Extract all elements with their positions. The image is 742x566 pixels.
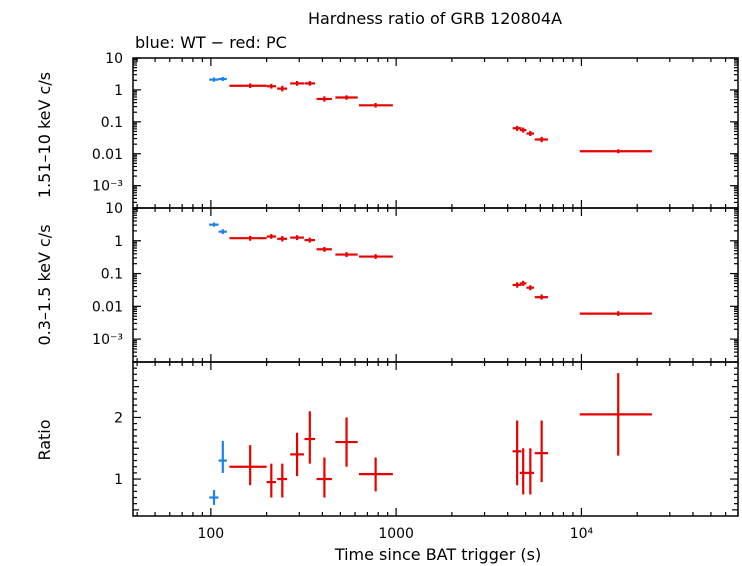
data-point <box>304 237 316 243</box>
series-wt-soft <box>209 222 227 235</box>
data-point <box>358 457 393 492</box>
data-point <box>218 76 227 82</box>
series-pc-soft <box>229 234 652 316</box>
data-point <box>519 280 527 286</box>
y-tick-label: 10⁻³ <box>92 179 123 195</box>
data-point <box>229 83 267 88</box>
y-tick-label: 1 <box>114 472 123 488</box>
data-point <box>316 96 332 102</box>
data-point <box>534 420 548 483</box>
y-axis-label-ratio: Ratio <box>35 419 54 460</box>
series-wt-ratio <box>209 440 227 505</box>
series-pc-ratio <box>229 373 652 498</box>
data-point <box>290 235 304 241</box>
data-point <box>266 83 277 89</box>
data-point <box>316 246 332 252</box>
y-tick-label: 10⁻³ <box>92 332 123 348</box>
data-point <box>229 445 267 486</box>
data-point <box>526 130 535 137</box>
y-tick-label: 0.1 <box>101 115 123 131</box>
x-axis-label: Time since BAT trigger (s) <box>334 545 541 564</box>
data-point <box>290 432 304 476</box>
y-tick-label: 0.01 <box>92 147 123 163</box>
data-point <box>335 417 358 467</box>
data-point <box>266 463 277 498</box>
data-point <box>519 448 527 495</box>
y-tick-label: 10 <box>105 201 123 217</box>
plot-layer: 10 1 0.1 0.01 10⁻³ 10 1 0.1 0.01 10⁻³ 1 2 100 1000 10⁴… <box>92 51 739 542</box>
data-point <box>512 420 522 486</box>
y-tick-label: 2 <box>114 410 123 426</box>
data-point <box>512 125 522 131</box>
data-point <box>512 282 522 288</box>
data-point <box>304 411 316 464</box>
data-point <box>579 373 652 456</box>
data-point <box>335 252 358 257</box>
data-point <box>519 127 527 133</box>
data-point <box>277 85 288 92</box>
data-point <box>218 229 227 235</box>
chart-title: Hardness ratio of GRB 120804A <box>308 9 562 28</box>
data-point <box>266 234 277 239</box>
y-tick-label: 0.1 <box>101 267 123 283</box>
chart-subtitle: blue: WT − red: PC <box>135 33 287 52</box>
data-point <box>304 81 316 86</box>
data-point <box>579 149 652 154</box>
y-tick-label: 1 <box>114 83 123 99</box>
y-tick-label: 10 <box>105 51 123 67</box>
data-point <box>534 294 548 300</box>
series-pc-hard <box>229 81 652 154</box>
data-point <box>358 102 393 108</box>
x-tick-label: 1000 <box>378 526 414 542</box>
data-point <box>534 136 548 143</box>
y-axis-label-soft-band: 0.3–1.5 keV c/s <box>35 224 54 345</box>
data-point <box>277 235 288 242</box>
data-point <box>526 285 535 291</box>
data-point <box>209 490 219 505</box>
data-point <box>579 311 652 316</box>
data-point <box>277 463 288 498</box>
x-tick-label: 100 <box>197 526 224 542</box>
data-point <box>526 448 535 495</box>
data-point <box>290 81 304 86</box>
data-point <box>218 440 227 473</box>
data-point <box>209 222 219 227</box>
y-axis-label-hard-band: 1.51–10 keV c/s <box>35 72 54 198</box>
series-wt-hard <box>209 76 227 82</box>
data-point <box>335 95 358 100</box>
data-point <box>358 254 393 259</box>
data-point <box>209 77 219 82</box>
y-tick-label: 1 <box>114 234 123 250</box>
data-point <box>316 457 332 498</box>
y-tick-label: 0.01 <box>92 299 123 315</box>
data-point <box>229 235 267 241</box>
panel-frame-ratio <box>132 361 739 517</box>
x-tick-label: 10⁴ <box>570 526 594 542</box>
